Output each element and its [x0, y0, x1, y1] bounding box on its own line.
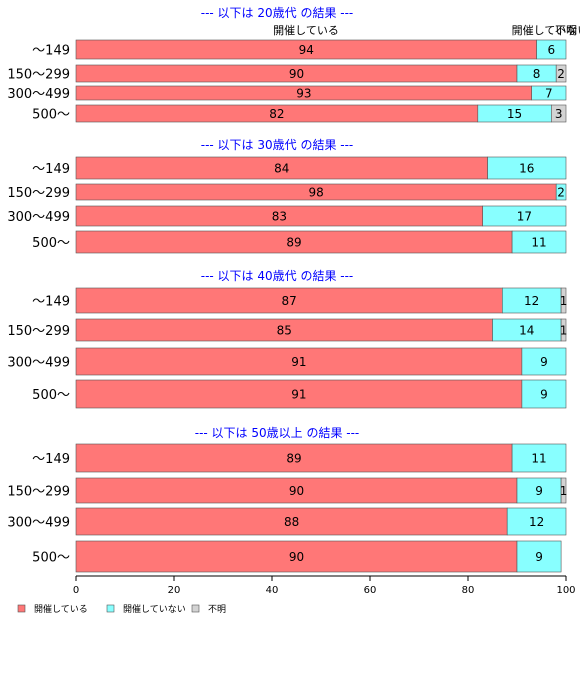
x-tick-label: 0	[73, 585, 79, 596]
panel-title: --- 以下は 40歳代 の結果 ---	[201, 269, 354, 283]
category-label: ～149	[32, 452, 70, 467]
data-label: 3	[555, 107, 563, 121]
bar-segment-held	[75, 507, 508, 536]
bar-segment-not-held	[482, 205, 567, 227]
bar-segment-not-held	[487, 156, 567, 180]
bar-segment-not-held	[511, 230, 567, 254]
data-label: 82	[269, 107, 284, 121]
bar-segment-not-held	[506, 507, 567, 536]
category-label: ～149	[32, 44, 70, 59]
data-label: 11	[531, 236, 546, 250]
bar-segment-not-held	[516, 477, 562, 504]
data-label: 14	[519, 324, 534, 338]
panel-title: --- 以下は 30歳代 の結果 ---	[201, 138, 354, 152]
category-label: 300～499	[7, 516, 70, 531]
category-label: 150～299	[7, 324, 70, 339]
data-label: 1	[560, 484, 568, 498]
legend-label: 開催していない	[123, 603, 186, 615]
category-label: 300～499	[7, 356, 70, 371]
data-label: 91	[291, 355, 306, 369]
data-label: 6	[547, 43, 555, 57]
data-label: 85	[277, 324, 292, 338]
data-label: 89	[286, 236, 301, 250]
data-label: 84	[274, 162, 289, 176]
category-label: 300～499	[7, 210, 70, 225]
category-label: 150～299	[7, 186, 70, 201]
data-label: 87	[282, 294, 297, 308]
category-label: 300～499	[7, 87, 70, 102]
bar-segment-held	[75, 287, 503, 314]
data-label: 88	[284, 515, 299, 529]
x-tick-label: 80	[462, 585, 475, 596]
category-label: 500～	[32, 388, 70, 403]
data-label: 17	[517, 210, 532, 224]
x-tick-label: 100	[556, 585, 575, 596]
panel-title: --- 以下は 20歳代 の結果 ---	[201, 6, 354, 20]
legend-swatch	[17, 604, 26, 613]
data-label: 12	[529, 515, 544, 529]
data-label: 98	[308, 186, 323, 200]
category-label: ～149	[32, 295, 70, 310]
bar-segment-not-held	[511, 443, 567, 473]
data-label: 89	[286, 452, 301, 466]
data-label: 9	[540, 355, 548, 369]
data-label: 7	[545, 87, 553, 101]
bar-segment-not-held	[555, 183, 567, 201]
data-label: 2	[557, 67, 565, 81]
data-label: 12	[524, 294, 539, 308]
bar-segment-not-held	[516, 540, 562, 573]
category-label: 500～	[32, 551, 70, 566]
bar-segment-held	[75, 379, 523, 409]
data-label: 11	[531, 452, 546, 466]
data-label: 93	[296, 87, 311, 101]
data-label: 94	[299, 43, 314, 57]
data-label: 2	[557, 186, 565, 200]
bar-segment-unknown	[560, 287, 567, 314]
header-label-held: 開催している	[273, 23, 339, 37]
bar-segment-not-held	[501, 287, 562, 314]
bar-segment-unknown	[550, 104, 567, 123]
x-tick-label: 60	[364, 585, 377, 596]
data-label: 9	[535, 484, 543, 498]
data-label: 1	[560, 324, 568, 338]
bar-segment-not-held	[521, 347, 567, 376]
legend-label: 開催している	[34, 603, 88, 615]
data-label: 90	[289, 484, 304, 498]
legend-swatch	[106, 604, 115, 613]
category-label: ～149	[32, 162, 70, 177]
data-label: 90	[289, 550, 304, 564]
category-label: 500～	[32, 236, 70, 251]
data-label: 9	[540, 388, 548, 402]
x-tick-label: 20	[168, 585, 181, 596]
legend-label: 不明	[208, 604, 226, 615]
header-label-not-held: 開催していない	[512, 23, 580, 37]
data-label: 8	[533, 67, 541, 81]
data-label: 91	[291, 388, 306, 402]
category-label: 150～299	[7, 68, 70, 83]
bar-segment-unknown	[560, 477, 567, 504]
data-label: 1	[560, 294, 568, 308]
data-label: 16	[519, 162, 534, 176]
bar-segment-unknown	[560, 318, 567, 342]
category-label: 500～	[32, 108, 70, 123]
bar-segment-not-held	[521, 379, 567, 409]
bar-segment-not-held	[536, 39, 567, 60]
legend-swatch	[191, 604, 200, 613]
x-tick-label: 40	[266, 585, 279, 596]
data-label: 15	[507, 107, 522, 121]
bar-segment-unknown	[555, 64, 567, 83]
bar-segment-not-held	[531, 85, 567, 101]
data-label: 9	[535, 550, 543, 564]
data-label: 83	[272, 210, 287, 224]
category-label: 150～299	[7, 485, 70, 500]
data-label: 90	[289, 67, 304, 81]
header-label-unknown: 不明	[555, 24, 577, 37]
panel-title: --- 以下は 50歳以上 の結果 ---	[195, 426, 360, 440]
